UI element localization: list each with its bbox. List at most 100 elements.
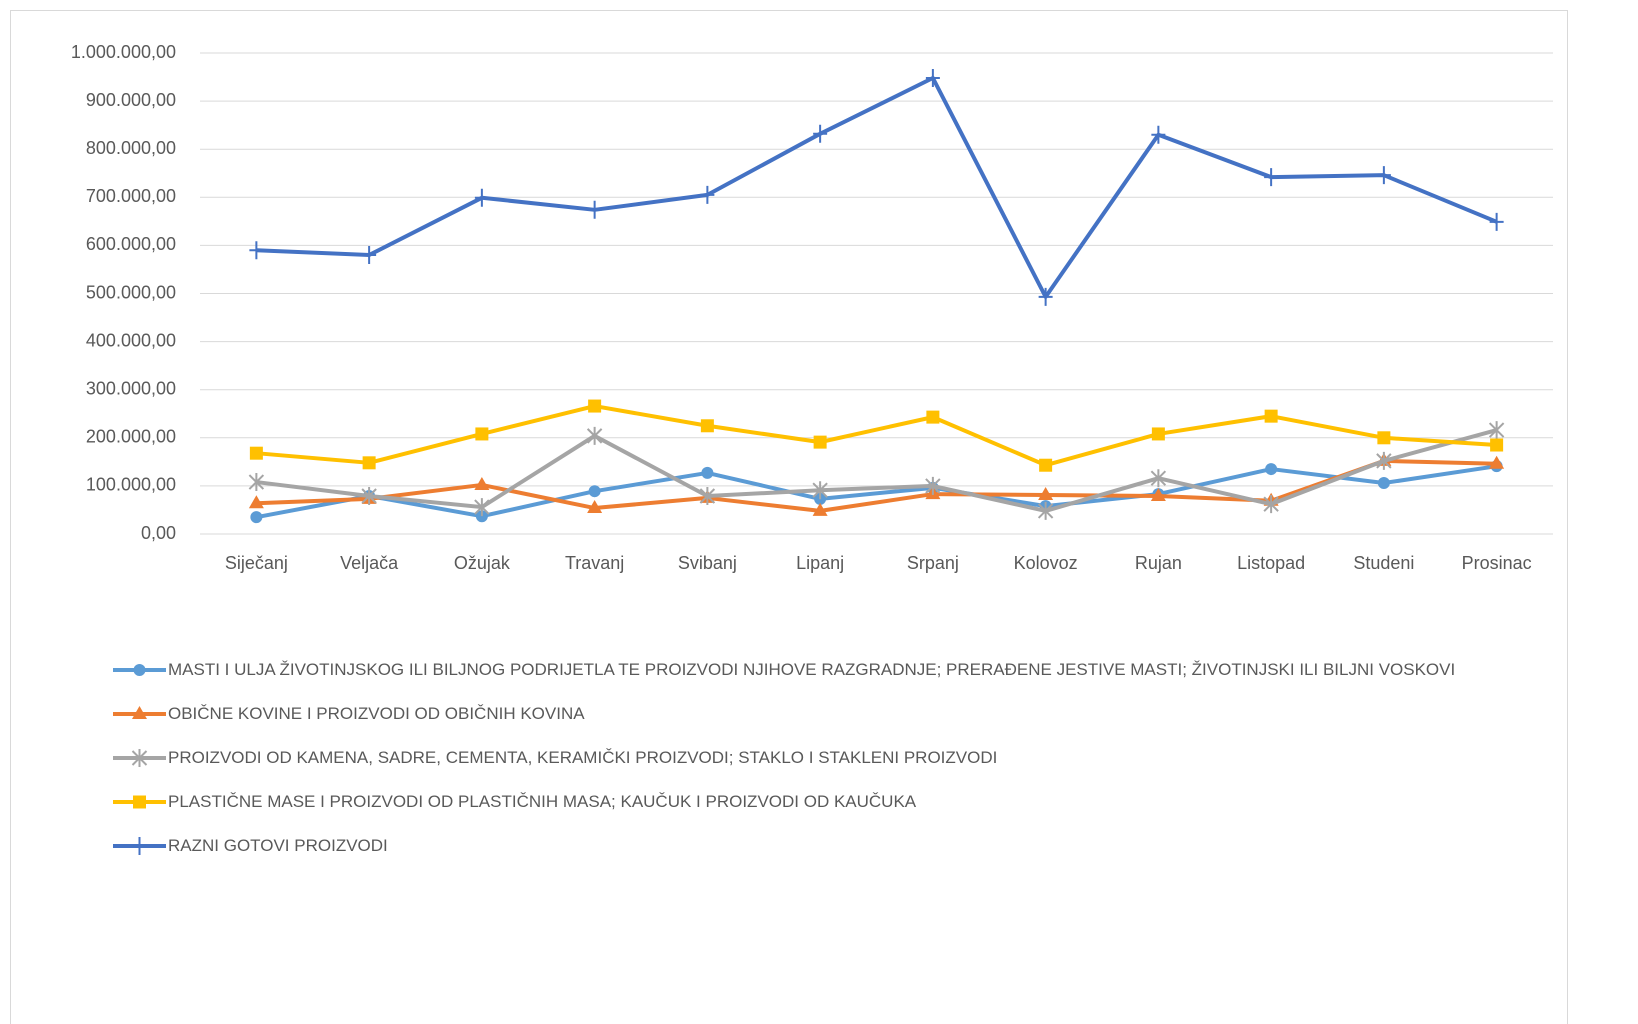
marker <box>1150 488 1166 502</box>
legend-swatch <box>113 749 166 767</box>
legend-label: RAZNI GOTOVI PROIZVODI <box>168 836 388 855</box>
legend-swatch <box>113 664 166 676</box>
marker <box>1151 427 1165 441</box>
marker <box>133 664 146 676</box>
x-tick-label: Travanj <box>565 553 624 573</box>
marker <box>250 511 263 524</box>
marker <box>474 476 490 490</box>
series-line <box>256 458 1497 513</box>
legend-item: PLASTIČNE MASE I PROIZVODI OD PLASTIČNIH… <box>112 788 1512 815</box>
marker <box>474 498 490 517</box>
marker <box>131 749 148 767</box>
marker <box>700 185 715 204</box>
marker <box>362 246 377 265</box>
series-line <box>256 404 1497 468</box>
legend-label: PLASTIČNE MASE I PROIZVODI OD PLASTIČNIH… <box>168 792 917 811</box>
marker <box>132 706 147 719</box>
y-tick-label: 700.000,00 <box>86 186 176 206</box>
series-line <box>256 464 1497 520</box>
y-tick-label: 400.000,00 <box>86 330 176 350</box>
marker <box>475 510 488 523</box>
marker <box>1039 458 1053 472</box>
marker <box>925 476 941 495</box>
marker <box>701 466 714 479</box>
marker <box>700 419 714 433</box>
marker <box>812 502 828 516</box>
marker <box>926 410 940 424</box>
marker <box>588 399 602 413</box>
y-tick-label: 0,00 <box>141 523 176 543</box>
chart-border <box>10 10 1568 1024</box>
y-tick-label: 500.000,00 <box>86 282 176 302</box>
marker <box>1489 212 1504 231</box>
y-tick-label: 100.000,00 <box>86 475 176 495</box>
legend-label: MASTI I ULJA ŽIVOTINJSKOG ILI BILJNOG PO… <box>168 660 1456 679</box>
series-line <box>256 428 1498 513</box>
y-tick-label: 600.000,00 <box>86 234 176 254</box>
x-tick-label: Veljača <box>340 553 399 573</box>
marker <box>587 500 603 514</box>
x-tick-label: Studeni <box>1353 553 1414 573</box>
marker <box>362 456 376 470</box>
x-tick-label: Kolovoz <box>1014 553 1078 573</box>
x-tick-label: Listopad <box>1237 553 1305 573</box>
marker <box>1488 421 1505 440</box>
y-tick-label: 200.000,00 <box>86 427 176 447</box>
marker <box>1490 438 1504 452</box>
marker <box>1150 469 1167 488</box>
x-tick-label: Srpanj <box>907 553 959 573</box>
legend-swatch <box>113 706 166 719</box>
marker <box>1377 431 1391 445</box>
marker <box>1376 166 1391 185</box>
marker <box>587 200 602 219</box>
marker <box>249 241 264 260</box>
legend-item: PROIZVODI OD KAMENA, SADRE, CEMENTA, KER… <box>112 744 1512 771</box>
legend-label: OBIČNE KOVINE I PROIZVODI OD OBIČNIH KOV… <box>168 704 585 723</box>
marker <box>1151 125 1166 144</box>
x-tick-label: Lipanj <box>796 553 844 573</box>
marker <box>474 188 489 207</box>
marker <box>475 427 489 441</box>
legend-swatch <box>113 795 166 809</box>
x-tick-label: Rujan <box>1135 553 1182 573</box>
marker <box>132 837 147 855</box>
legend-label: PROIZVODI OD KAMENA, SADRE, CEMENTA, KER… <box>168 748 998 767</box>
x-tick-label: Svibanj <box>678 553 737 573</box>
x-tick-label: Prosinac <box>1462 553 1532 573</box>
marker <box>812 481 828 500</box>
marker <box>699 487 716 506</box>
marker <box>1376 451 1392 470</box>
marker <box>249 446 263 460</box>
marker <box>1264 168 1279 187</box>
marker <box>361 487 377 506</box>
y-tick-label: 1.000.000,00 <box>71 42 176 62</box>
marker <box>1265 463 1278 476</box>
marker <box>1038 487 1054 501</box>
marker <box>925 69 940 88</box>
x-tick-label: Ožujak <box>454 553 511 573</box>
marker <box>588 485 601 498</box>
y-tick-label: 300.000,00 <box>86 378 176 398</box>
legend-swatch <box>113 837 166 855</box>
marker <box>586 426 603 445</box>
marker <box>1037 501 1054 520</box>
marker <box>248 495 264 509</box>
x-tick-label: Siječanj <box>225 553 288 573</box>
marker <box>813 435 827 449</box>
marker <box>248 473 265 492</box>
series-line <box>256 76 1498 299</box>
legend-item: OBIČNE KOVINE I PROIZVODI OD OBIČNIH KOV… <box>112 700 1512 727</box>
y-tick-label: 900.000,00 <box>86 90 176 110</box>
marker <box>1377 477 1390 490</box>
legend-item: MASTI I ULJA ŽIVOTINJSKOG ILI BILJNOG PO… <box>112 656 1512 683</box>
legend-item: RAZNI GOTOVI PROIZVODI <box>112 832 1512 859</box>
legend: MASTI I ULJA ŽIVOTINJSKOG ILI BILJNOG PO… <box>112 656 1512 876</box>
marker <box>1264 409 1278 423</box>
marker <box>133 795 146 809</box>
marker <box>1038 287 1053 306</box>
y-tick-label: 800.000,00 <box>86 138 176 158</box>
marker <box>1489 455 1505 469</box>
marker <box>1263 495 1279 514</box>
